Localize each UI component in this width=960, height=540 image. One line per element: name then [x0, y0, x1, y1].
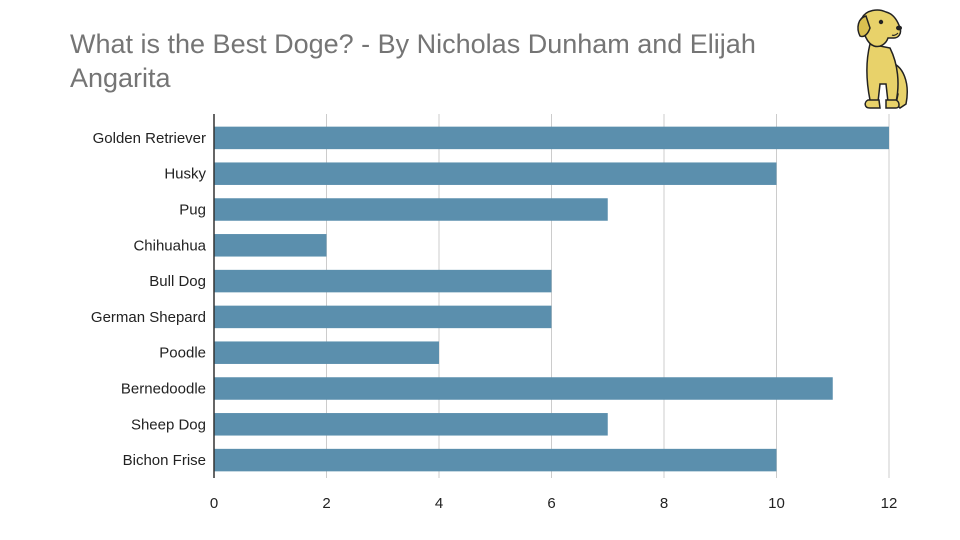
- bar-pug: [214, 198, 608, 221]
- category-label: Bernedoodle: [121, 381, 206, 398]
- dog-icon: [857, 9, 908, 109]
- x-tick-label: 10: [768, 495, 785, 512]
- x-tick-label: 6: [547, 495, 555, 512]
- chart-title: What is the Best Doge? - By Nicholas Dun…: [70, 29, 756, 93]
- bar-golden-retriever: [214, 126, 889, 150]
- bar-german-shepard: [214, 305, 552, 329]
- bar-bull-dog: [214, 269, 552, 293]
- category-label: Husky: [164, 166, 206, 183]
- labels: 0 2 4 6 8 10 12 Golden Retriever Husky Pug Chihuah…: [91, 130, 897, 512]
- bar-husky: [214, 162, 777, 185]
- bars: [214, 126, 889, 472]
- x-tick-label: 0: [210, 495, 218, 512]
- category-label: Bull Dog: [149, 273, 206, 290]
- category-label: Poodle: [159, 345, 206, 362]
- bar-bichon-frise: [214, 448, 777, 472]
- category-label: Chihuahua: [133, 237, 206, 254]
- bar-chihuahua: [214, 234, 327, 257]
- category-label: Bichon Frise: [123, 452, 206, 469]
- bar-bernedoodle: [214, 377, 833, 400]
- category-label: German Shepard: [91, 309, 206, 326]
- x-tick-label: 8: [660, 495, 668, 512]
- bar-poodle: [214, 341, 439, 364]
- x-tick-label: 4: [435, 495, 443, 512]
- category-label: Golden Retriever: [93, 130, 206, 147]
- category-label: Pug: [179, 202, 206, 219]
- x-tick-label: 12: [881, 495, 898, 512]
- bar-sheep-dog: [214, 413, 608, 436]
- x-tick-label: 2: [322, 495, 330, 512]
- category-label: Sheep Dog: [131, 416, 206, 433]
